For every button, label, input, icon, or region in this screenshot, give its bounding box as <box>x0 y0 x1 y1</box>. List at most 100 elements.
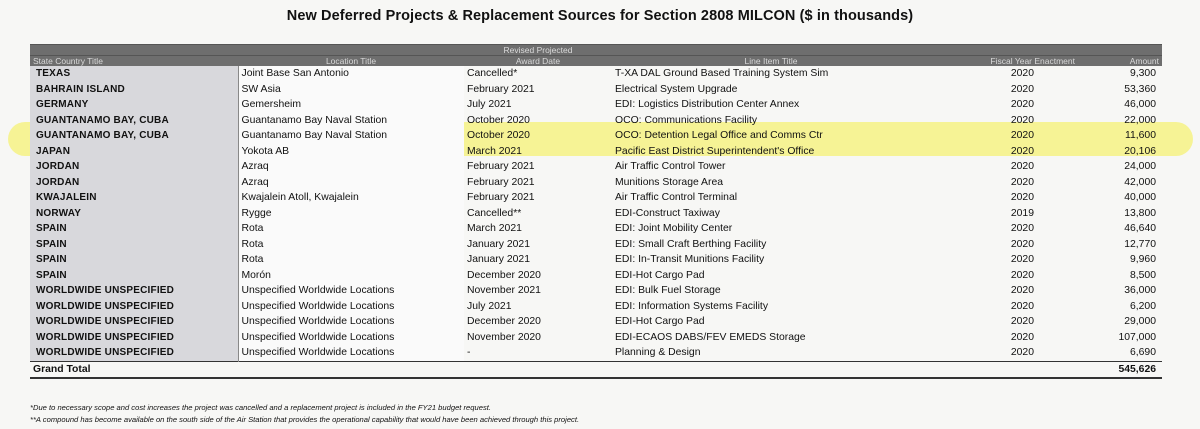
row-amount: 20,106 <box>1124 145 1156 157</box>
row-location: Guantanamo Bay Naval Station <box>237 128 464 144</box>
row-fiscal-year: 2020 <box>1010 114 1034 126</box>
row-state: KWAJALEIN <box>30 190 238 206</box>
row-award-date: July 2021 <box>467 300 512 312</box>
row-fiscal-year: 2020 <box>1010 99 1034 110</box>
row-line-item: Air Traffic Control Tower <box>615 161 726 172</box>
footnotes: *Due to necessary scope and cost increas… <box>30 402 579 426</box>
row-state: WORLDWIDE UNSPECIFIED <box>30 283 238 299</box>
row-location: Gemersheim <box>237 97 464 113</box>
row-fiscal-year: 2019 <box>1010 207 1034 219</box>
table-row: TEXAS Joint Base San Antonio Cancelled* T-X… <box>30 66 1162 82</box>
row-amount: 29,000 <box>1124 316 1156 327</box>
row-award-date: January 2021 <box>467 238 530 250</box>
row-location: Rygge <box>237 205 464 221</box>
row-state: SPAIN <box>30 221 238 237</box>
row-amount: 46,640 <box>1124 223 1156 234</box>
row-amount: 9,960 <box>1129 254 1156 265</box>
row-fiscal-year: 2020 <box>1010 68 1034 79</box>
row-amount: 107,000 <box>1118 331 1156 343</box>
row-award-date: February 2021 <box>467 83 535 95</box>
row-state: SPAIN <box>30 236 238 252</box>
row-amount: 22,000 <box>1124 114 1156 126</box>
row-fiscal-year: 2020 <box>1010 254 1034 265</box>
row-amount: 24,000 <box>1124 161 1156 172</box>
table-row: WORLDWIDE UNSPECIFIED Unspecified Worldwi… <box>30 345 1162 361</box>
row-award-date: February 2021 <box>467 192 535 203</box>
row-state: GUANTANAMO BAY, CUBA <box>30 112 238 128</box>
table-row: SPAIN Rota January 2021 EDI: In-Transit Mun… <box>30 252 1162 268</box>
row-state: BAHRAIN ISLAND <box>30 81 238 97</box>
row-award-date: July 2021 <box>467 99 512 110</box>
row-fiscal-year: 2020 <box>1010 316 1034 327</box>
row-fiscal-year: 2020 <box>1010 130 1034 141</box>
grand-total-amount: 545,626 <box>1078 360 1162 379</box>
row-award-date: March 2021 <box>467 145 522 157</box>
row-award-date: November 2020 <box>467 331 541 343</box>
row-award-date: December 2020 <box>467 269 541 281</box>
row-location: Kwajalein Atoll, Kwajalein <box>237 190 464 206</box>
row-line-item: Pacific East District Superintendent's O… <box>615 145 815 157</box>
table-row: WORLDWIDE UNSPECIFIED Unspecified Worldwi… <box>30 314 1162 330</box>
table-row: JORDAN Azraq February 2021 Munitions Storag… <box>30 174 1162 190</box>
row-location: Unspecified Worldwide Locations <box>237 345 464 361</box>
row-line-item: T-XA DAL Ground Based Training System Si… <box>615 68 829 79</box>
row-location: Azraq <box>237 174 464 190</box>
row-fiscal-year: 2020 <box>1010 145 1034 157</box>
row-location: Joint Base San Antonio <box>237 66 464 82</box>
header-state: State Country Title <box>30 55 238 66</box>
row-amount: 12,770 <box>1124 238 1156 250</box>
table-row: WORLDWIDE UNSPECIFIED Unspecified Worldwi… <box>30 329 1162 345</box>
row-line-item: EDI: Bulk Fuel Storage <box>615 285 721 296</box>
row-state: SPAIN <box>30 252 238 268</box>
row-award-date: Cancelled** <box>467 207 522 219</box>
row-state: TEXAS <box>30 66 238 82</box>
row-award-date: October 2020 <box>467 114 530 126</box>
row-fiscal-year: 2020 <box>1010 331 1034 343</box>
row-location: Yokota AB <box>237 143 464 159</box>
row-state: SPAIN <box>30 267 238 283</box>
header-fiscal-year: Fiscal Year Enactment <box>930 55 1078 66</box>
row-fiscal-year: 2020 <box>1010 223 1034 234</box>
row-amount: 13,800 <box>1124 207 1156 219</box>
table-row: GERMANY Gemersheim July 2021 EDI: Logistics… <box>30 97 1162 113</box>
table-row: SPAIN Rota March 2021 EDI: Joint Mobility C… <box>30 221 1162 237</box>
row-award-date: - <box>467 347 471 358</box>
row-award-date: December 2020 <box>467 316 541 327</box>
table-row: WORLDWIDE UNSPECIFIED Unspecified Worldwi… <box>30 298 1162 314</box>
row-state: WORLDWIDE UNSPECIFIED <box>30 329 238 345</box>
table-row: KWAJALEIN Kwajalein Atoll, Kwajalein Febru… <box>30 190 1162 206</box>
row-location: Unspecified Worldwide Locations <box>237 314 464 330</box>
row-location: Rota <box>237 252 464 268</box>
row-location: Azraq <box>237 159 464 175</box>
row-line-item: OCO: Detention Legal Office and Comms Ct… <box>615 130 823 141</box>
row-amount: 36,000 <box>1124 285 1156 296</box>
row-line-item: Planning & Design <box>615 347 701 358</box>
grand-total-row: Grand Total 545,626 <box>30 360 1162 379</box>
row-amount: 6,690 <box>1129 347 1156 358</box>
row-line-item: EDI: Logistics Distribution Center Annex <box>615 99 800 110</box>
row-fiscal-year: 2020 <box>1010 192 1034 203</box>
row-state: WORLDWIDE UNSPECIFIED <box>30 298 238 314</box>
table-row: JAPAN Yokota AB March 2021 Pacific East Dis… <box>30 143 1162 159</box>
table-row: GUANTANAMO BAY, CUBA Guantanamo Bay Naval… <box>30 128 1162 144</box>
row-award-date: February 2021 <box>467 176 535 188</box>
row-line-item: Air Traffic Control Terminal <box>615 192 738 203</box>
row-fiscal-year: 2020 <box>1010 269 1034 281</box>
header-group-row: Revised Projected <box>30 44 1162 56</box>
row-line-item: EDI-Hot Cargo Pad <box>615 316 705 327</box>
header-amount: Amount <box>1078 55 1162 66</box>
row-amount: 11,600 <box>1124 130 1156 141</box>
row-fiscal-year: 2020 <box>1010 83 1034 95</box>
row-line-item: EDI: Small Craft Berthing Facility <box>615 238 767 250</box>
row-line-item: OCO: Communications Facility <box>615 114 758 126</box>
row-amount: 8,500 <box>1129 269 1156 281</box>
row-award-date: March 2021 <box>467 223 522 234</box>
header-line-item: Line Item Title <box>612 55 930 66</box>
table-row: GUANTANAMO BAY, CUBA Guantanamo Bay Naval… <box>30 112 1162 128</box>
footnote: **A compound has become available on the… <box>30 415 580 424</box>
row-fiscal-year: 2020 <box>1010 238 1034 250</box>
row-amount: 9,300 <box>1129 68 1156 79</box>
header-group-label: Revised Projected <box>464 44 612 56</box>
row-fiscal-year: 2020 <box>1010 285 1034 296</box>
row-state: WORLDWIDE UNSPECIFIED <box>30 345 238 361</box>
